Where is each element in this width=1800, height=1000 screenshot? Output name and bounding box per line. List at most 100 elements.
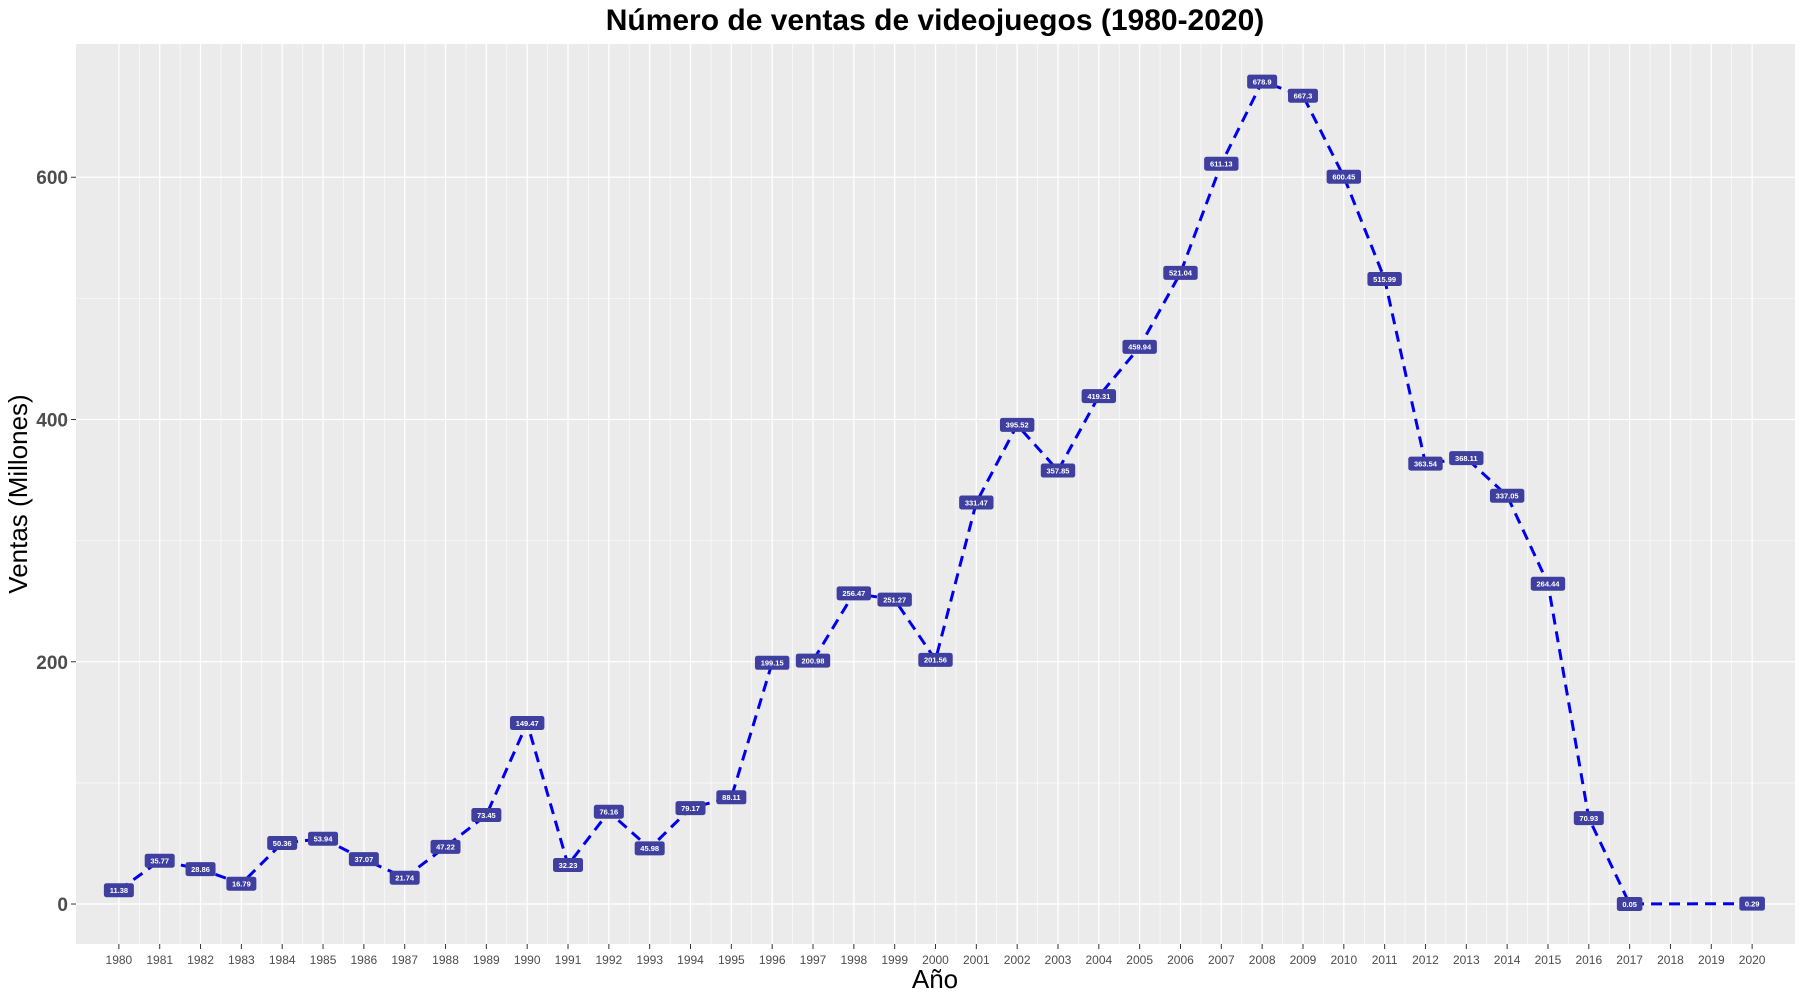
x-tick-label: 2005 (1126, 953, 1153, 967)
data-label-box (1739, 896, 1765, 911)
data-label-box (716, 790, 747, 805)
x-tick-label: 1987 (391, 953, 418, 967)
chart-title: Número de ventas de videojuegos (1980-20… (606, 4, 1265, 37)
x-tick-label: 1981 (146, 953, 173, 967)
x-tick-label: 2009 (1290, 953, 1317, 967)
x-tick-label: 2006 (1167, 953, 1194, 967)
data-label-text: 53.94 (314, 834, 334, 843)
data-label-text: 515.99 (1373, 275, 1396, 284)
data-point-label: 149.47 (509, 715, 545, 730)
data-point-label: 251.27 (877, 592, 912, 607)
data-label-text: 70.93 (1579, 814, 1598, 823)
data-point-label: 70.93 (1573, 811, 1604, 826)
data-point-label: 201.56 (918, 652, 953, 667)
data-label-box (1449, 451, 1484, 466)
data-label-text: 50.36 (273, 839, 292, 848)
x-tick-label: 1983 (228, 953, 255, 967)
data-point-label: 16.79 (226, 876, 257, 891)
data-point-label: 21.74 (389, 870, 420, 885)
data-label-text: 419.31 (1087, 392, 1110, 401)
data-label-text: 256.47 (842, 589, 865, 598)
y-tick-label: 600 (36, 168, 68, 189)
data-label-text: 35.77 (150, 856, 169, 865)
x-tick-label: 1996 (759, 953, 786, 967)
data-label-text: 667.3 (1294, 92, 1313, 101)
data-label-text: 149.47 (516, 719, 539, 728)
data-label-text: 357.85 (1047, 466, 1070, 475)
data-label-text: 678.9 (1253, 77, 1272, 86)
data-label-text: 88.11 (722, 793, 740, 802)
x-tick-label: 1985 (310, 953, 337, 967)
data-point-label: 678.9 (1247, 74, 1278, 89)
data-label-text: 200.98 (802, 656, 825, 665)
data-label-text: 611.13 (1210, 160, 1233, 169)
data-label-text: 264.44 (1536, 580, 1560, 589)
x-tick-label: 1982 (187, 953, 214, 967)
data-label-box (675, 801, 706, 816)
x-tick-label: 2015 (1535, 953, 1562, 967)
data-label-box (634, 841, 665, 856)
data-point-label: 331.47 (959, 495, 994, 510)
data-label-box (1081, 389, 1117, 404)
data-point-label: 28.86 (185, 862, 216, 877)
data-point-label: 419.31 (1081, 389, 1117, 404)
data-label-box (1287, 88, 1318, 103)
x-tick-label: 2019 (1698, 953, 1725, 967)
data-point-label: 32.23 (553, 857, 584, 872)
data-point-label: 611.13 (1204, 156, 1239, 171)
data-label-box (1489, 488, 1525, 503)
data-point-label: 35.77 (144, 853, 175, 868)
data-point-label: 363.54 (1408, 456, 1443, 471)
data-label-text: 0.05 (1622, 900, 1637, 909)
data-point-label: 667.3 (1287, 88, 1318, 103)
data-point-label: 357.85 (1040, 463, 1076, 478)
data-label-box (999, 417, 1035, 432)
data-label-text: 28.86 (191, 865, 210, 874)
data-label-text: 37.07 (354, 855, 373, 864)
data-label-box (267, 836, 298, 851)
x-tick-label: 2020 (1739, 953, 1766, 967)
data-label-box (1247, 74, 1278, 89)
x-tick-label: 2016 (1575, 953, 1602, 967)
x-tick-label: 2012 (1412, 953, 1439, 967)
data-point-label: 515.99 (1367, 272, 1402, 287)
x-tick-label: 2003 (1045, 953, 1072, 967)
data-point-label: 395.52 (999, 417, 1035, 432)
data-point-label: 521.04 (1163, 265, 1198, 280)
x-tick-label: 1980 (106, 953, 133, 967)
data-label-box (1530, 576, 1566, 591)
data-label-text: 32.23 (559, 861, 578, 870)
data-label-text: 11.38 (110, 886, 128, 895)
data-label-box (348, 852, 379, 867)
data-label-text: 76.16 (599, 808, 618, 817)
data-label-box (1616, 896, 1643, 911)
x-axis-label: Año (912, 964, 958, 994)
data-label-box (1326, 169, 1362, 184)
data-label-box (308, 831, 339, 846)
x-tick-label: 2011 (1372, 953, 1398, 967)
data-label-text: 79.17 (681, 804, 700, 813)
data-label-text: 363.54 (1414, 459, 1438, 468)
x-tick-label: 1993 (636, 953, 663, 967)
data-label-text: 16.79 (232, 879, 251, 888)
data-label-text: 199.15 (761, 659, 784, 668)
data-label-box (959, 495, 994, 510)
y-axis-label: Ventas (Millones) (3, 394, 33, 593)
data-label-text: 600.45 (1332, 172, 1355, 181)
data-label-text: 251.27 (883, 595, 906, 604)
data-label-box (226, 876, 257, 891)
data-label-box (918, 652, 953, 667)
data-label-box (1573, 811, 1604, 826)
x-tick-label: 1995 (718, 953, 745, 967)
data-labels-group: 11.38 35.77 28.86 16.79 50.36 53.94 37.07 21.74… (103, 74, 1765, 911)
data-label-box (185, 862, 216, 877)
data-label-text: 0.29 (1745, 899, 1760, 908)
data-point-label: 200.98 (795, 653, 831, 668)
data-label-text: 331.47 (965, 498, 988, 507)
x-tick-label: 1984 (269, 953, 296, 967)
x-tick-label: 2000 (922, 953, 949, 967)
data-label-box (593, 804, 624, 819)
x-tick-label: 2014 (1494, 953, 1521, 967)
x-tick-label: 2017 (1616, 953, 1643, 967)
